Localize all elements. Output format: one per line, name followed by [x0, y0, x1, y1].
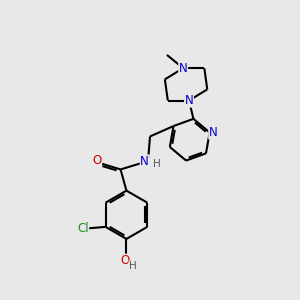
Text: H: H: [129, 261, 137, 271]
Text: H: H: [153, 158, 160, 169]
Text: O: O: [120, 254, 130, 267]
Text: N: N: [140, 155, 149, 168]
Text: N: N: [184, 94, 194, 107]
Text: N: N: [209, 126, 218, 139]
Text: Cl: Cl: [77, 222, 89, 235]
Text: O: O: [92, 154, 102, 167]
Text: N: N: [179, 62, 188, 75]
